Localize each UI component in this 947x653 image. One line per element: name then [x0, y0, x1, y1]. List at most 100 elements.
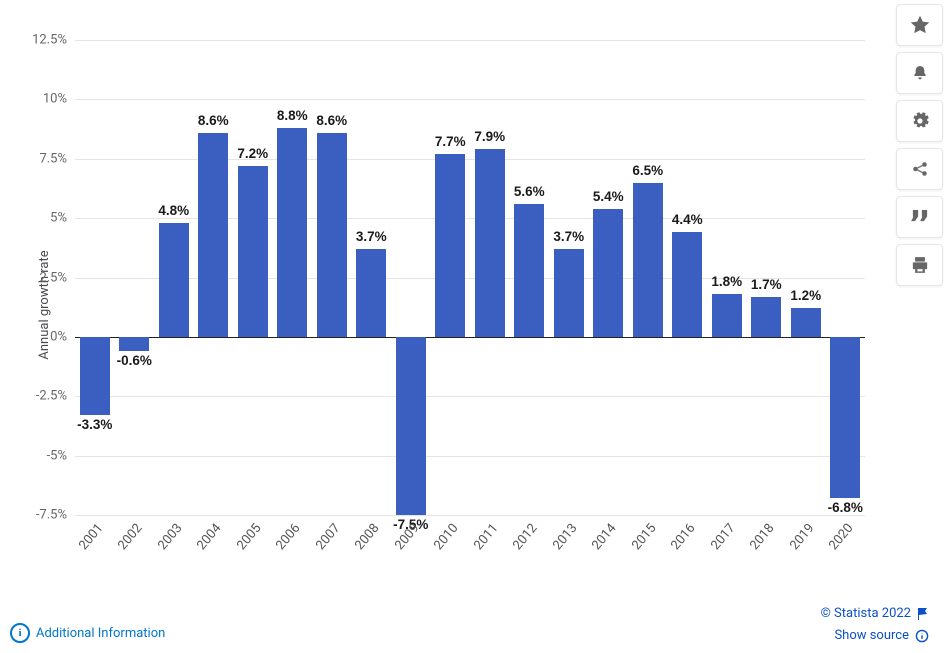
bar[interactable] [751, 297, 781, 337]
category-label: 2016 [668, 521, 698, 553]
gear-icon [911, 112, 929, 130]
bar-col: 5.6%2012 [510, 40, 550, 515]
show-source-link[interactable]: Show source [834, 628, 929, 643]
bar-col: -7.5%2009 [391, 40, 431, 515]
gridline [75, 515, 865, 516]
bar[interactable] [277, 128, 307, 337]
bar-col: 1.8%2017 [707, 40, 747, 515]
bar[interactable] [159, 223, 189, 337]
copyright-link[interactable]: © Statista 2022 [821, 606, 929, 621]
bar[interactable] [80, 337, 110, 415]
category-label: 2003 [155, 521, 185, 553]
category-label: 2008 [352, 521, 382, 553]
value-label: 8.6% [194, 113, 234, 128]
bar[interactable] [633, 183, 663, 337]
bar-col: 8.8%2006 [273, 40, 313, 515]
value-label: 1.8% [707, 274, 747, 289]
value-label: 8.6% [312, 113, 352, 128]
value-label: 6.5% [628, 163, 668, 178]
value-label: 5.6% [510, 184, 550, 199]
bar[interactable] [593, 209, 623, 337]
footer: i Additional Information © Statista 2022… [10, 591, 943, 651]
value-label: 8.8% [273, 108, 313, 123]
value-label: 7.9% [470, 129, 510, 144]
category-label: 2007 [313, 521, 343, 553]
category-label: 2012 [510, 521, 540, 553]
bar-col: 3.7%2008 [352, 40, 392, 515]
share-button[interactable] [896, 148, 943, 190]
bar[interactable] [672, 232, 702, 337]
sidebar-tools [896, 4, 941, 286]
value-label: 3.7% [352, 229, 392, 244]
bar[interactable] [356, 249, 386, 337]
y-tick-label: 5% [7, 211, 67, 226]
category-label: 2020 [826, 521, 856, 553]
print-button[interactable] [896, 244, 943, 286]
bar-col: 3.7%2013 [549, 40, 589, 515]
cite-button[interactable] [896, 196, 943, 238]
y-tick-label: -2.5% [7, 389, 67, 404]
bar[interactable] [435, 154, 465, 337]
category-label: 2014 [589, 521, 619, 553]
y-tick-label: -7.5% [7, 508, 67, 523]
additional-information-link[interactable]: i Additional Information [10, 623, 165, 643]
value-label: 3.7% [549, 229, 589, 244]
bar-col: 8.6%2007 [312, 40, 352, 515]
value-label: 4.4% [668, 212, 708, 227]
flag-icon [917, 608, 929, 620]
bar[interactable] [514, 204, 544, 337]
favorite-button[interactable] [896, 4, 943, 46]
bar-col: -6.8%2020 [826, 40, 866, 515]
bar-col: 4.8%2003 [154, 40, 194, 515]
bar[interactable] [554, 249, 584, 337]
bar[interactable] [791, 308, 821, 337]
bar-col: 6.5%2015 [628, 40, 668, 515]
value-label: 7.7% [431, 134, 471, 149]
bar-col: 5.4%2014 [589, 40, 629, 515]
info-icon: i [10, 623, 30, 643]
category-label: 2011 [471, 521, 501, 553]
bar-col: 8.6%2004 [194, 40, 234, 515]
category-label: 2017 [708, 521, 738, 553]
bar[interactable] [198, 133, 228, 337]
value-label: 1.7% [747, 277, 787, 292]
value-label: -3.3% [75, 417, 115, 432]
y-tick-label: 12.5% [7, 33, 67, 48]
bar-col: 1.2%2019 [786, 40, 826, 515]
quote-icon [911, 210, 929, 224]
category-label: 2006 [273, 521, 303, 553]
category-label: 2005 [234, 521, 264, 553]
bar-col: 7.2%2005 [233, 40, 273, 515]
value-label: -0.6% [115, 353, 155, 368]
category-label: 2004 [194, 521, 224, 553]
notify-button[interactable] [896, 52, 943, 94]
y-tick-label: -5% [7, 448, 67, 463]
category-label: 2019 [787, 521, 817, 553]
settings-button[interactable] [896, 100, 943, 142]
bar[interactable] [396, 337, 426, 515]
bar[interactable] [119, 337, 149, 351]
share-icon [911, 160, 929, 178]
copyright-label: © Statista 2022 [821, 606, 911, 621]
bar-col: -3.3%2001 [75, 40, 115, 515]
print-icon [911, 256, 929, 274]
bar-col: -0.6%2002 [115, 40, 155, 515]
chart-wrap: Annual growth rate -7.5%-5%-2.5%0%2.5%5%… [0, 0, 875, 610]
category-label: 2013 [550, 521, 580, 553]
bar-col: 7.9%2011 [470, 40, 510, 515]
y-tick-label: 2.5% [7, 270, 67, 285]
bar[interactable] [238, 166, 268, 337]
value-label: 4.8% [154, 203, 194, 218]
category-label: 2010 [431, 521, 461, 553]
bar-col: 1.7%2018 [747, 40, 787, 515]
star-icon [911, 16, 929, 34]
category-label: 2001 [76, 521, 106, 553]
bar[interactable] [475, 149, 505, 337]
bar[interactable] [830, 337, 860, 499]
bar[interactable] [317, 133, 347, 337]
value-label: 1.2% [786, 288, 826, 303]
bell-icon [912, 64, 928, 82]
bar[interactable] [712, 294, 742, 337]
value-label: 7.2% [233, 146, 273, 161]
category-label: 2015 [629, 521, 659, 553]
